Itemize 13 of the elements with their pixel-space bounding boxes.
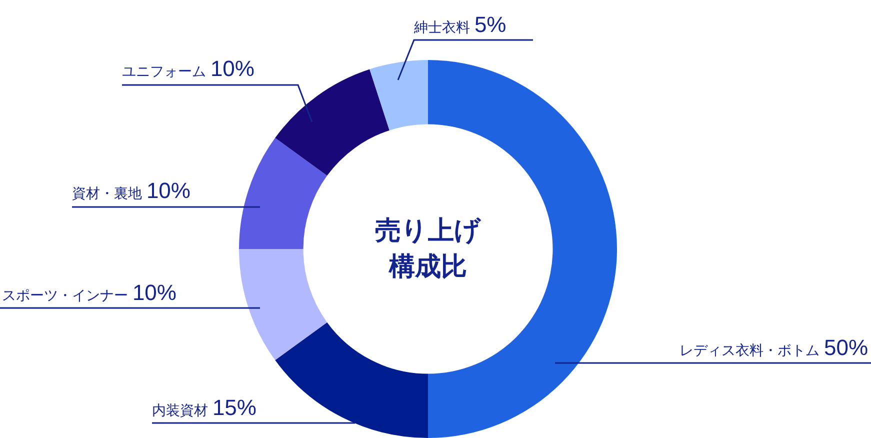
data-label: 15% xyxy=(212,395,256,420)
slice-label: 内装資材 xyxy=(152,403,212,419)
data-label: 5% xyxy=(474,12,506,37)
slice-label: レディス衣料・ボトム xyxy=(680,343,824,359)
text: 売り上げ構成比 xyxy=(374,215,482,284)
slice-label: 紳士衣料 xyxy=(413,20,474,36)
data-label: 10% xyxy=(132,280,176,305)
data-label: 50% xyxy=(824,335,868,360)
data-label: 10% xyxy=(210,56,254,81)
slice-label: スポーツ・インナー xyxy=(2,288,132,304)
slice-label: 資材・裏地 xyxy=(72,186,146,202)
slice-label: ユニフォーム xyxy=(122,64,210,80)
data-label: 10% xyxy=(146,178,190,203)
